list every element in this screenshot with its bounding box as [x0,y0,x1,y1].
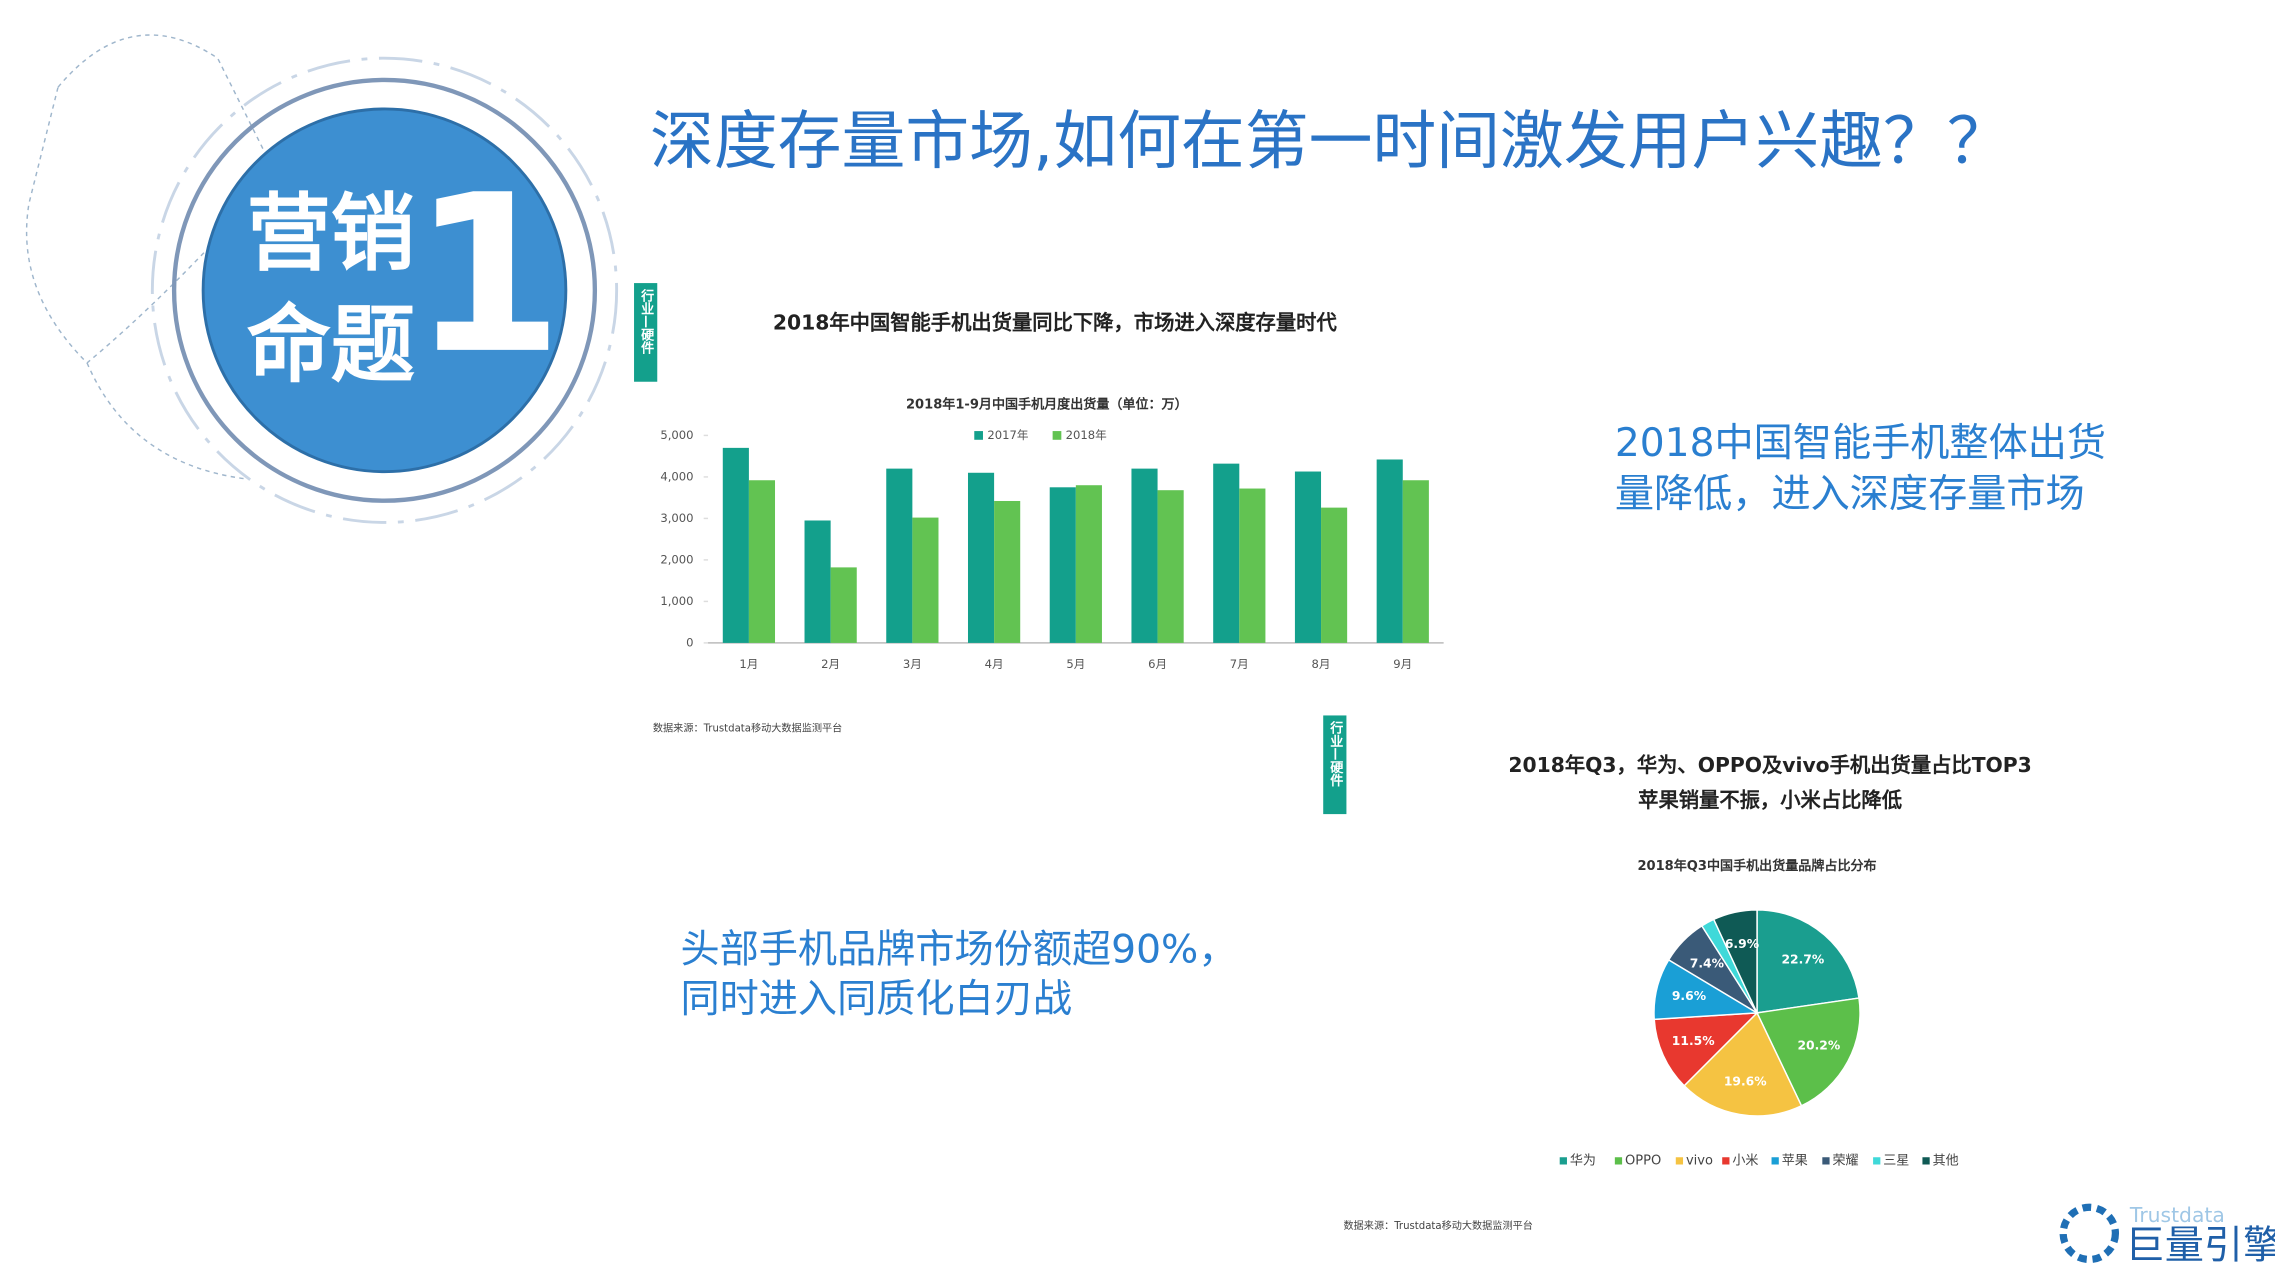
bar [967,472,995,643]
chart-heading: 2018年Q3，华为、OPPO及vivo手机出货量占比TOP3 [1508,753,2031,777]
callout: 2018中国智能手机整体出货 [1615,421,2106,466]
logo-partner: Trustdata [2129,1203,2225,1227]
bar [1294,471,1322,643]
y-tick-label: 5,000 [660,428,693,442]
bar [1075,485,1102,643]
legend-label: 华为 [1570,1153,1596,1168]
callout: 量降低，进入深度存量市场 [1615,472,2085,517]
ring [171,77,598,503]
badge-edge [201,107,568,474]
bar [886,468,913,643]
legend-swatch [1614,1157,1623,1165]
callout: 头部手机品牌市场份额超90%， [680,927,1237,972]
legend-swatch [1722,1157,1730,1165]
callout: 同时进入同质化白刃战 [680,977,1072,1022]
x-tick-label: 5月 [1066,657,1085,671]
badge-decoration [25,34,619,524]
slice-label: 7.4% [1690,956,1724,970]
slice-label: 20.2% [1797,1038,1840,1052]
bar [1213,463,1240,643]
x-tick-label: 4月 [985,657,1004,671]
badge-text: 命题 [247,296,415,394]
legend-swatch [1052,431,1062,440]
tag-box [1323,715,1347,815]
logo-mark [2059,1203,2120,1264]
legend-label: vivo [1686,1153,1713,1168]
x-tick-label: 3月 [903,657,922,671]
slide-title: 深度存量市场,如何在第一时间激发用户兴趣？？ [650,105,2011,179]
x-tick-label: 2月 [821,657,840,671]
pie-slice [1755,997,1861,1107]
legend-label: 2017年 [987,428,1029,442]
x-tick-label: 6月 [1148,657,1167,671]
tag: 行业—硬件 [1327,721,1344,788]
bar [1131,468,1158,643]
slice-label: 22.7% [1781,952,1824,966]
pie-slice [1756,909,1860,1014]
bar [748,480,776,643]
chart-heading: 苹果销量不振，小米占比降低 [1638,788,1903,812]
y-tick-label: 0 [686,635,693,649]
y-tick-label: 4,000 [660,469,693,483]
bar [1321,507,1348,643]
badge-circle [203,108,566,472]
x-tick-label: 1月 [739,657,758,671]
legend-swatch [974,431,983,440]
badge-number: 1 [412,149,563,402]
tag-box [634,283,658,382]
badge-text: 营销 [247,184,415,282]
bar [1049,487,1076,643]
x-tick-label: 9月 [1393,657,1412,671]
y-tick-label: 2,000 [660,552,693,566]
bar [1376,459,1403,643]
chart-title: 2018年Q3中国手机出货量品牌占比分布 [1637,858,1876,874]
pie-slice [1683,1011,1803,1117]
bar [912,517,939,643]
logo-name: 巨量引擎 [2126,1223,2275,1268]
legend-label: 2018年 [1066,428,1108,442]
legend-swatch [1822,1157,1830,1165]
bar [1157,490,1184,643]
slice-label: 6.9% [1725,937,1759,951]
x-tick-label: 8月 [1312,657,1331,671]
chart-source: 数据来源：Trustdata移动大数据监测平台 [653,722,842,735]
chart-heading: 2018年中国智能手机出货量同比下降，市场进入深度存量时代 [773,311,1338,335]
hand-sketch [86,362,247,480]
logo: Trustdata 巨量引擎 [2059,1203,2275,1268]
pie-slice [1712,909,1758,1014]
bar [804,520,831,643]
bar [830,567,857,643]
pie-slice [1653,1012,1759,1087]
bar [1239,488,1266,643]
legend-label: 荣耀 [1832,1153,1858,1168]
y-tick-label: 3,000 [660,511,693,525]
legend-swatch [1771,1157,1779,1165]
slice-label: 9.6% [1672,989,1706,1003]
chart-title: 2018年1-9月中国手机月度出货量（单位：万） [906,396,1188,412]
bar [994,500,1021,643]
bar [722,447,749,643]
legend-swatch [1873,1157,1881,1165]
bar [1402,480,1429,643]
tag: 行业—硬件 [638,288,655,355]
slice-label: 11.5% [1672,1034,1715,1048]
legend-label: 三星 [1883,1153,1909,1168]
legend-swatch [1675,1157,1684,1165]
x-tick-label: 7月 [1230,657,1249,671]
hand-sketch [25,34,277,364]
legend-label: 其他 [1933,1153,1959,1168]
legend-swatch [1559,1157,1567,1165]
legend-label: 苹果 [1782,1153,1808,1168]
y-tick-label: 1,000 [660,594,693,608]
legend-swatch [1922,1157,1930,1165]
slice-label: 19.6% [1724,1074,1767,1088]
legend-label: OPPO [1625,1153,1661,1168]
legend-label: 小米 [1732,1153,1758,1168]
chart-source: 数据来源：Trustdata移动大数据监测平台 [1344,1219,1533,1232]
ring [150,56,619,524]
